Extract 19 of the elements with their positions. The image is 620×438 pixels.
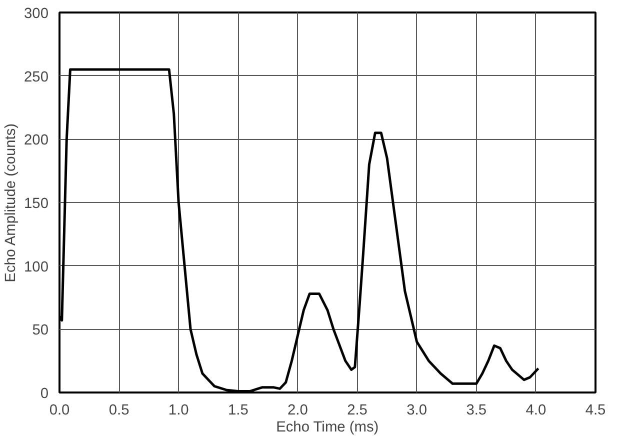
x-tick-label: 1.0 <box>168 402 189 418</box>
y-tick-label: 50 <box>32 322 49 339</box>
x-axis-title: Echo Time (ms) <box>276 420 379 436</box>
x-tick-label: 3.0 <box>406 402 428 418</box>
x-tick-label: 2.0 <box>288 402 308 418</box>
x-tick-label: 4.0 <box>526 402 546 418</box>
y-tick-label: 300 <box>24 6 49 22</box>
x-tick-label: 1.5 <box>228 402 248 418</box>
x-tick-label: 0.5 <box>108 402 130 418</box>
y-tick-label: 0 <box>40 386 49 402</box>
y-tick-label: 150 <box>24 196 49 212</box>
y-tick-label: 200 <box>24 132 49 149</box>
y-tick-label: 250 <box>24 69 49 86</box>
x-tick-label: 4.5 <box>585 402 606 418</box>
x-tick-label: 3.5 <box>466 402 487 418</box>
x-tick-label: 0.0 <box>49 402 70 418</box>
y-tick-label: 100 <box>24 259 49 276</box>
y-axis-title: Echo Amplitude (counts) <box>3 123 20 282</box>
x-tick-label: 2.5 <box>347 402 368 418</box>
